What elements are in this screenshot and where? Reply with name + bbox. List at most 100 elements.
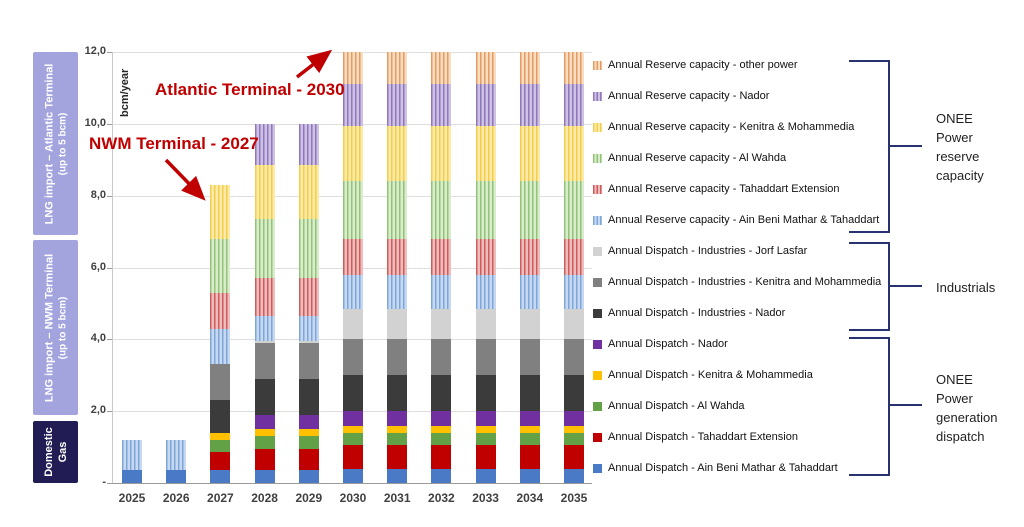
bar-segment-2028 bbox=[254, 123, 275, 166]
bar-segment-2030 bbox=[343, 238, 363, 275]
legend-label: Annual Dispatch - Nador bbox=[608, 338, 728, 350]
bar-segment-2028 bbox=[254, 436, 275, 449]
group-label-generation-dispatch: ONEE Power generation dispatch bbox=[936, 372, 998, 444]
annotation-atlantic-terminal-2030: Atlantic Terminal - 2030 bbox=[155, 80, 345, 99]
bar-segment-2033 bbox=[475, 52, 496, 85]
bar-segment-2032 bbox=[431, 425, 452, 434]
legend-label: Annual Dispatch - Industries - Nador bbox=[608, 307, 786, 319]
y-axis-tick-10 bbox=[107, 123, 112, 125]
y-tick-label-6: 6,0 bbox=[90, 260, 106, 273]
bracket-generation-dispatch bbox=[849, 337, 890, 476]
legend-swatch bbox=[593, 463, 602, 473]
legend-label: Annual Reserve capacity - Tahaddart Exte… bbox=[608, 183, 840, 195]
bar-segment-2034 bbox=[519, 52, 540, 85]
bar-segment-2035 bbox=[564, 274, 584, 309]
legend-item: Annual Reserve capacity - Nador bbox=[593, 88, 769, 104]
legend-item: Annual Dispatch - Kenitra & Mohammedia bbox=[593, 367, 813, 383]
bar-segment-2034 bbox=[519, 411, 540, 426]
legend-label: Annual Reserve capacity - Al Wahda bbox=[608, 152, 787, 164]
bar-segment-2032 bbox=[431, 274, 452, 309]
legend-item: Annual Reserve capacity - Al Wahda bbox=[593, 150, 786, 166]
bar-segment-2033 bbox=[475, 125, 496, 182]
bar-segment-2033 bbox=[475, 433, 496, 446]
bar-segment-2030 bbox=[343, 445, 363, 469]
bar-segment-2028 bbox=[254, 429, 275, 437]
bar-segment-2029 bbox=[298, 448, 319, 471]
bar-segment-2029 bbox=[298, 436, 319, 449]
sidebar-nwm-terminal-box: LNG import – NWM Terminal (up to 5 bcm) bbox=[33, 240, 78, 415]
legend-item: Annual Dispatch - Industries - Jorf Lasf… bbox=[593, 243, 807, 259]
bar-segment-2035 bbox=[564, 411, 584, 426]
bracket-tick-dispatch bbox=[890, 404, 922, 406]
bar-segment-2029 bbox=[298, 315, 319, 342]
bar-segment-2031 bbox=[387, 339, 408, 376]
legend-swatch bbox=[593, 215, 602, 225]
bar-segment-2027 bbox=[210, 400, 231, 433]
bar-segment-2030 bbox=[343, 411, 363, 426]
bar-segment-2028 bbox=[254, 414, 275, 430]
bar-segment-2029 bbox=[298, 378, 319, 415]
legend-swatch bbox=[593, 246, 602, 256]
bar-segment-2027 bbox=[210, 328, 231, 365]
bar-segment-2029 bbox=[298, 278, 319, 316]
bar-segment-2031 bbox=[387, 433, 408, 446]
bar-segment-2027 bbox=[210, 470, 231, 483]
bar-segment-2027 bbox=[210, 238, 231, 293]
legend-label: Annual Dispatch - Ain Beni Mathar & Taha… bbox=[608, 462, 838, 474]
legend-label: Annual Reserve capacity - Nador bbox=[608, 90, 770, 102]
y-axis-tick-2 bbox=[107, 411, 112, 413]
bar-segment-2031 bbox=[387, 445, 408, 469]
legend-swatch bbox=[593, 91, 602, 101]
bar-segment-2028 bbox=[254, 342, 275, 379]
x-tick-label-2033: 2033 bbox=[472, 491, 499, 505]
bar-segment-2035 bbox=[564, 339, 584, 376]
bar-segment-2031 bbox=[387, 238, 408, 275]
bar-segment-2032 bbox=[431, 181, 452, 239]
legend-label: Annual Reserve capacity - other power bbox=[608, 59, 798, 71]
bar-segment-2032 bbox=[431, 84, 452, 126]
bar-segment-2029 bbox=[298, 429, 319, 437]
bar-segment-2035 bbox=[564, 375, 584, 412]
bar-segment-2029 bbox=[298, 414, 319, 430]
legend-swatch bbox=[593, 308, 602, 318]
y-tick-label-10: 10,0 bbox=[84, 116, 106, 129]
y-tick-label-4: 4,0 bbox=[90, 332, 106, 345]
bar-segment-2031 bbox=[387, 274, 408, 309]
bar-segment-2035 bbox=[564, 308, 584, 340]
bar-segment-2033 bbox=[475, 339, 496, 376]
bar-segment-2031 bbox=[387, 181, 408, 239]
bar-segment-2028 bbox=[254, 341, 275, 343]
bar-segment-2032 bbox=[431, 238, 452, 275]
bar-segment-2035 bbox=[564, 425, 584, 434]
bar-segment-2032 bbox=[431, 339, 452, 376]
bar-segment-2033 bbox=[475, 425, 496, 434]
y-tick-label-12: 12,0 bbox=[84, 45, 106, 57]
sidebar-domestic-gas-box: Domestic Gas bbox=[33, 421, 78, 483]
bar-segment-2035 bbox=[564, 84, 584, 126]
y-axis-line bbox=[112, 52, 113, 483]
bar-segment-2032 bbox=[431, 52, 452, 85]
legend-swatch bbox=[593, 277, 602, 287]
bar-segment-2029 bbox=[298, 342, 319, 379]
bar-segment-2035 bbox=[564, 238, 584, 275]
legend-swatch bbox=[593, 370, 602, 380]
bar-segment-2030 bbox=[343, 181, 363, 239]
bar-segment-2031 bbox=[387, 375, 408, 412]
bar-segment-2030 bbox=[343, 84, 363, 126]
bar-segment-2031 bbox=[387, 468, 408, 483]
bar-segment-2034 bbox=[519, 181, 540, 239]
bar-segment-2033 bbox=[475, 238, 496, 275]
x-tick-label-2031: 2031 bbox=[383, 491, 411, 505]
group-label-reserve-capacity: ONEE Power reserve capacity bbox=[936, 111, 984, 183]
bar-segment-2027 bbox=[210, 452, 231, 471]
bar-segment-2034 bbox=[519, 308, 540, 340]
bar-segment-2032 bbox=[431, 411, 452, 426]
bar-segment-2029 bbox=[298, 165, 319, 219]
legend-label: Annual Reserve capacity - Kenitra & Moha… bbox=[608, 121, 855, 133]
bar-segment-2034 bbox=[519, 375, 540, 412]
bar-segment-2030 bbox=[343, 52, 363, 85]
bracket-reserve-capacity bbox=[849, 60, 890, 233]
annotation-nwm-terminal-2027: NWM Terminal - 2027 bbox=[89, 134, 259, 153]
sidebar-atlantic-terminal-box: LNG import – Atlantic Terminal (up to 5 … bbox=[33, 52, 78, 235]
